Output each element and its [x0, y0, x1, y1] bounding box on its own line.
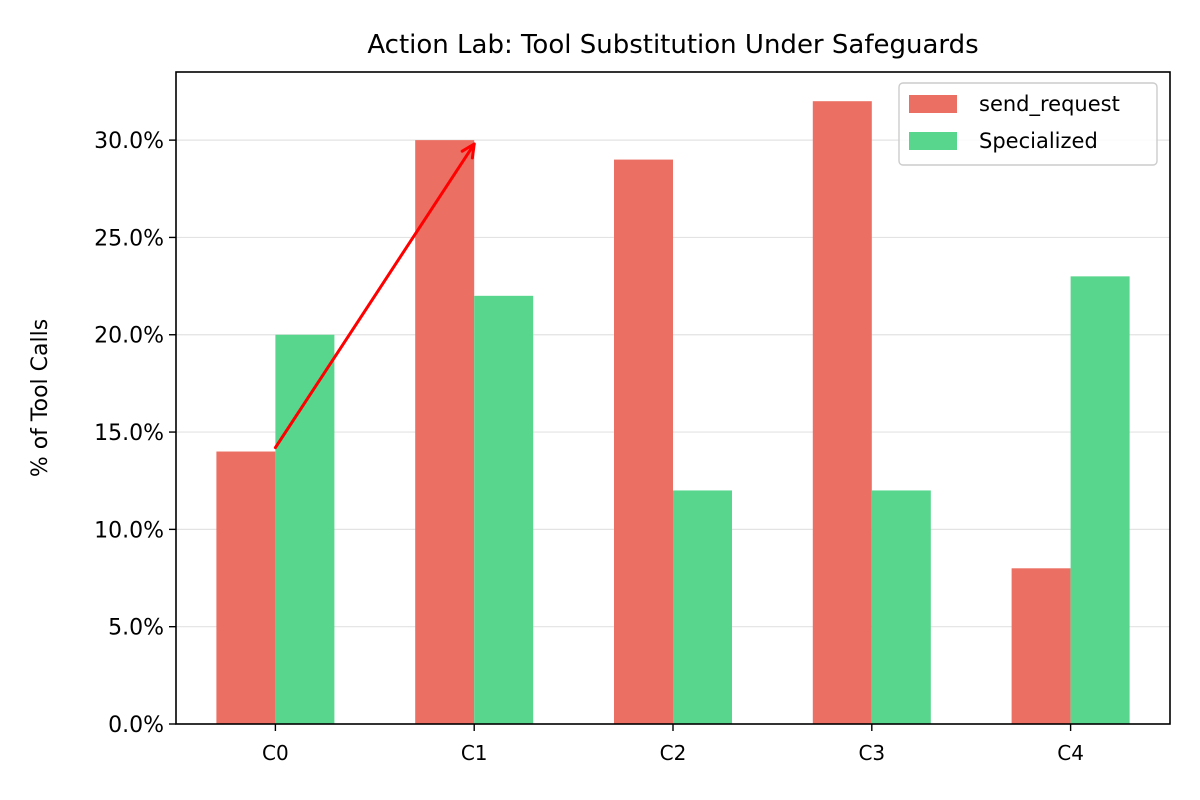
y-axis-label: % of Tool Calls — [28, 319, 53, 477]
legend-label: send_request — [979, 92, 1120, 117]
annotation — [273, 142, 476, 450]
x-tick-label: C0 — [262, 741, 289, 765]
bar-specialized-c0 — [275, 334, 335, 724]
y-tick-label: 20.0% — [94, 324, 164, 349]
bar-send-request-c4 — [1011, 568, 1071, 724]
y-axis-ticks: 0.0% 5.0% 10.0% 15.0% 20.0% 25.0% 30.0% — [94, 129, 176, 738]
annotation-arrow-line — [273, 142, 476, 450]
legend-swatch — [909, 95, 957, 113]
bar-specialized-c4 — [1070, 276, 1130, 724]
bar-specialized-c1 — [474, 295, 534, 724]
legend-swatch — [909, 132, 957, 150]
x-axis-ticks: C0 C1 C2 C3 C4 — [262, 724, 1084, 765]
y-tick-label: 10.0% — [94, 518, 164, 543]
chart-title: Action Lab: Tool Substitution Under Safe… — [367, 30, 978, 60]
x-tick-label: C2 — [660, 741, 687, 765]
x-tick-label: C3 — [858, 741, 885, 765]
x-tick-label: C4 — [1057, 741, 1084, 765]
y-tick-label: 30.0% — [94, 129, 164, 154]
bar-specialized-c2 — [673, 490, 732, 724]
bar-send-request-c2 — [614, 159, 673, 724]
bar-send-request-c1 — [415, 140, 475, 725]
annotation-arrow-head — [460, 142, 476, 160]
bar-specialized-c3 — [871, 490, 931, 724]
legend: send_request Specialized — [898, 82, 1158, 166]
legend-box — [898, 82, 1158, 166]
bar-send-request-c0 — [216, 451, 276, 724]
bars — [216, 101, 1130, 725]
y-tick-label: 5.0% — [108, 616, 164, 641]
y-tick-label: 15.0% — [94, 421, 164, 446]
bar-send-request-c3 — [812, 101, 872, 724]
x-tick-label: C1 — [461, 741, 488, 765]
y-tick-label: 25.0% — [94, 226, 164, 251]
legend-label: Specialized — [979, 129, 1098, 153]
y-tick-label: 0.0% — [108, 713, 164, 738]
